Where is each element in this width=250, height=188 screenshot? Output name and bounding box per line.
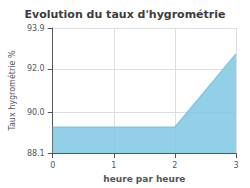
svg-text:90.0: 90.0 [27, 108, 45, 117]
svg-text:93.9: 93.9 [27, 24, 45, 33]
svg-text:88.1: 88.1 [27, 149, 45, 158]
svg-text:Evolution du taux d'hygrométri: Evolution du taux d'hygrométrie [25, 8, 226, 21]
svg-text:3: 3 [233, 161, 238, 170]
svg-text:heure par heure: heure par heure [103, 174, 185, 184]
svg-text:92.0: 92.0 [27, 64, 45, 73]
svg-text:0: 0 [50, 161, 55, 170]
svg-text:2: 2 [172, 161, 177, 170]
svg-text:Taux hygrométrie %: Taux hygrométrie % [7, 50, 17, 132]
svg-text:1: 1 [111, 161, 116, 170]
